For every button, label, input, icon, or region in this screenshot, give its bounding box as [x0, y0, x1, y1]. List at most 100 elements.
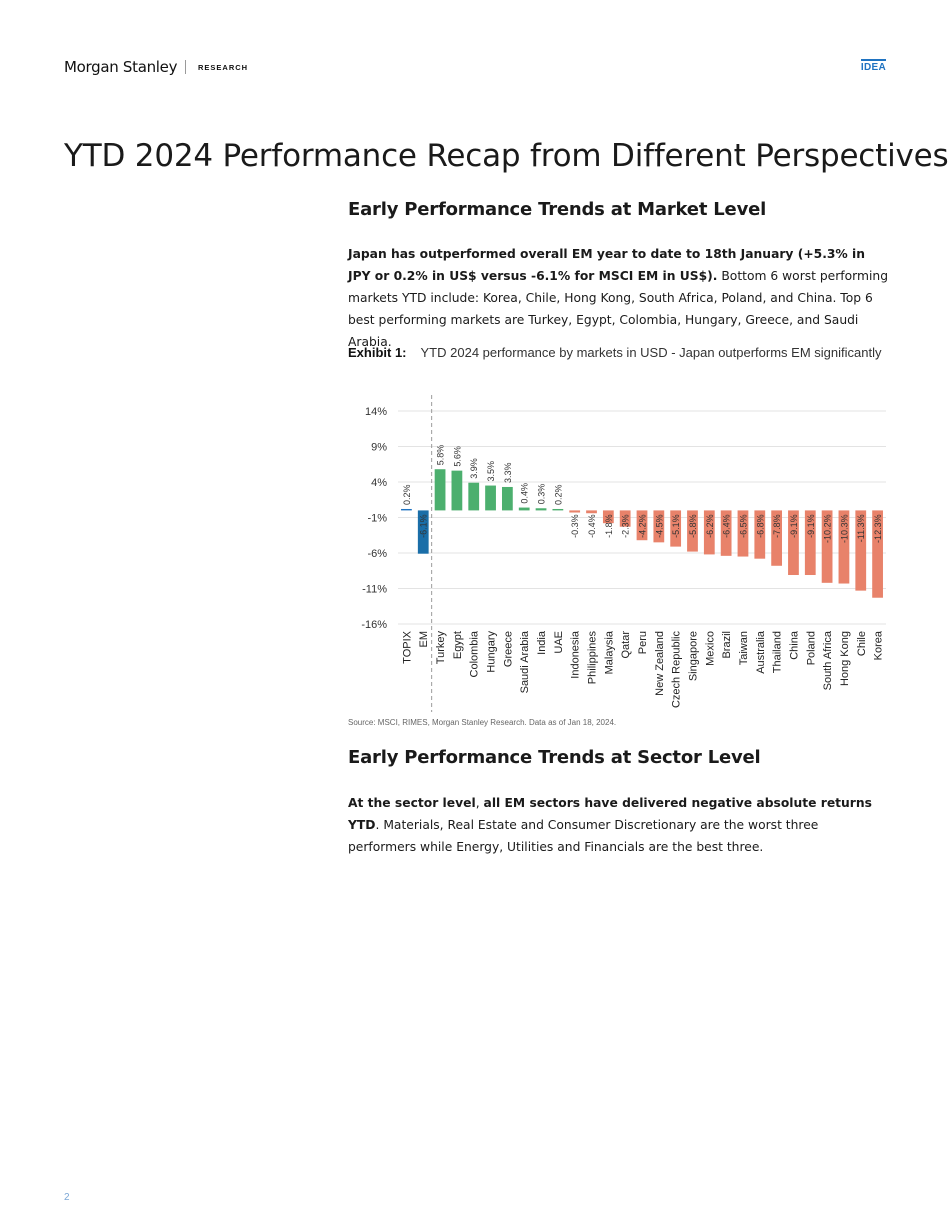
sector-paragraph-bold-2: all EM sectors have delivered negative a…: [348, 796, 872, 832]
chart-source: Source: MSCI, RIMES, Morgan Stanley Rese…: [348, 718, 617, 727]
bar-indonesia: [569, 510, 581, 513]
category-label: Chile: [856, 631, 868, 656]
bar-czech-republic: [670, 510, 682, 547]
category-label: Czech Republic: [671, 631, 683, 709]
bar-greece: [501, 486, 513, 511]
y-tick-label: 14%: [365, 406, 387, 418]
data-label: -6.2%: [705, 514, 715, 538]
chart-svg: 14% 9% 4% -1% -6% -11% -16% 0.2% TOPIX -6.1% EM 5.8…: [361, 395, 886, 712]
bar-malaysia: [602, 510, 614, 524]
bar-qatar: [619, 510, 631, 527]
data-label: -9.1%: [789, 514, 799, 538]
data-label: 5.6%: [452, 446, 462, 467]
data-label: 0.3%: [537, 484, 547, 505]
category-label: Greece: [502, 631, 514, 667]
bar-hong-kong: [838, 510, 850, 584]
category-label: Colombia: [469, 630, 481, 677]
section-heading-market: Early Performance Trends at Market Level: [348, 199, 767, 220]
category-label: Taiwan: [738, 631, 750, 665]
y-tick-label: -6%: [367, 548, 387, 560]
category-label: South Africa: [822, 630, 834, 690]
y-tick-label: 4%: [371, 477, 387, 489]
data-label: -6.4%: [722, 514, 732, 538]
data-label: -5.1%: [671, 514, 681, 538]
bar-chile: [855, 510, 867, 591]
bar-egypt: [451, 470, 463, 511]
data-label: 0.2%: [553, 484, 563, 505]
category-label: Korea: [873, 630, 885, 660]
report-header: Morgan Stanley RESEARCH IDEA: [64, 58, 886, 78]
category-label: Thailand: [772, 631, 784, 673]
data-label: -0.3%: [570, 514, 580, 538]
bar-singapore: [687, 510, 698, 552]
data-label: -7.8%: [772, 514, 782, 538]
data-label: 0.2%: [402, 484, 412, 505]
category-label: Malaysia: [603, 630, 615, 674]
bar-india: [535, 508, 547, 511]
category-label: China: [788, 630, 800, 660]
section-tag: RESEARCH: [198, 63, 249, 72]
category-label: Indonesia: [570, 630, 582, 679]
bar-china: [788, 510, 799, 576]
market-paragraph-bold: Japan has outperformed overall EM year t…: [348, 247, 866, 283]
category-label: Brazil: [721, 631, 733, 659]
bar-hungary: [485, 485, 496, 511]
category-label: Hungary: [486, 631, 498, 673]
bar-mexico: [703, 510, 715, 555]
bar-colombia: [468, 482, 480, 511]
data-label: -0.4%: [587, 514, 597, 538]
data-label: -2.3%: [621, 514, 631, 538]
exhibit-label: Exhibit 1:: [348, 345, 407, 360]
sector-paragraph-bold-1: At the sector level: [348, 796, 476, 810]
exhibit-title: YTD 2024 performance by markets in USD -…: [420, 345, 882, 360]
bar-new-zealand: [653, 510, 665, 543]
bar-thailand: [771, 510, 783, 566]
data-label: -11.3%: [856, 514, 866, 542]
y-tick-label: -11%: [362, 584, 387, 596]
market-paragraph: Japan has outperformed overall EM year t…: [348, 243, 888, 353]
category-label: TOPIX: [401, 630, 413, 663]
data-label: -10.2%: [823, 514, 833, 543]
data-label: 3.9%: [469, 458, 479, 479]
market-paragraph-text: Bottom 6 worst performing markets YTD in…: [348, 269, 888, 349]
y-tick-label: -16%: [361, 619, 387, 631]
category-label: Mexico: [704, 631, 716, 666]
category-label: Singapore: [687, 631, 699, 681]
bar-topix: [401, 508, 412, 511]
bar-saudi-arabia: [518, 507, 530, 511]
bar-korea: [872, 510, 883, 598]
category-label: Hong Kong: [839, 631, 851, 686]
category-label: Egypt: [452, 631, 464, 659]
data-label: -9.1%: [806, 514, 816, 538]
category-label: EM: [418, 631, 430, 648]
y-tick-label: 9%: [371, 442, 387, 454]
bar-south-africa: [821, 510, 833, 583]
bar-taiwan: [737, 510, 749, 557]
idea-badge: IDEA: [860, 59, 886, 74]
bar-turkey: [434, 469, 446, 511]
data-label: -10.3%: [839, 514, 849, 543]
bar-poland: [804, 510, 816, 576]
sector-paragraph-text: . Materials, Real Estate and Consumer Di…: [348, 818, 819, 854]
category-label: Philippines: [587, 631, 599, 685]
sector-paragraph-sep: ,: [475, 796, 484, 810]
bar-philippines: [586, 510, 597, 514]
header-divider: [185, 60, 186, 74]
bar-em: [417, 510, 429, 554]
data-label: 5.8%: [436, 445, 446, 466]
y-tick-label: -1%: [367, 513, 387, 525]
data-label: -6.8%: [755, 514, 765, 538]
category-label: Saudi Arabia: [519, 630, 531, 693]
exhibit-caption: Exhibit 1: YTD 2024 performance by market…: [348, 342, 888, 364]
category-label: Poland: [805, 631, 817, 665]
bar-peru: [636, 510, 648, 541]
bar-brazil: [720, 510, 732, 556]
brand-logo: Morgan Stanley: [64, 58, 178, 76]
data-label: -4.2%: [638, 514, 648, 538]
data-label: -1.8%: [604, 514, 614, 538]
section-heading-sector: Early Performance Trends at Sector Level: [348, 747, 761, 768]
data-label: -12.3%: [873, 514, 883, 543]
bar-uae: [552, 508, 564, 511]
category-label: India: [536, 630, 548, 655]
data-label: -5.8%: [688, 514, 698, 538]
